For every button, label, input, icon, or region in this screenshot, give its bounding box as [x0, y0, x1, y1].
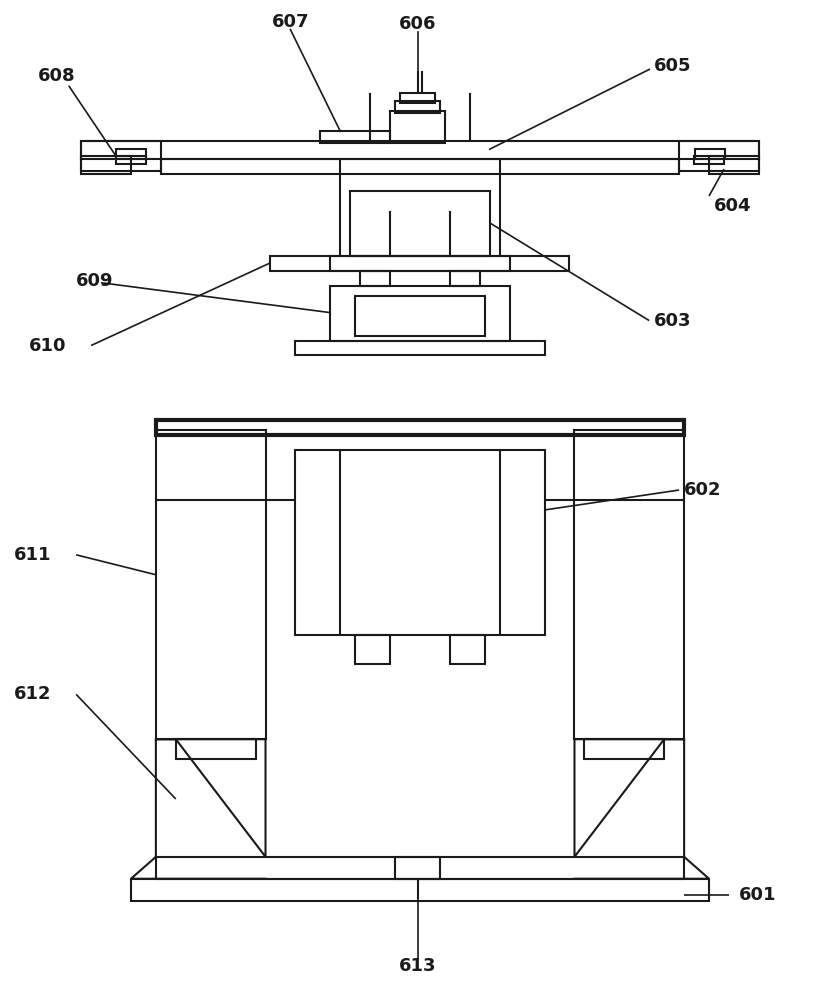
Text: 609: 609 — [76, 272, 114, 290]
Text: 613: 613 — [399, 957, 436, 975]
Bar — [330, 286, 509, 341]
Bar — [270, 256, 568, 271]
Bar — [155, 430, 265, 739]
Bar — [573, 430, 683, 739]
Text: 608: 608 — [38, 67, 75, 85]
Text: 606: 606 — [399, 15, 436, 33]
Bar — [395, 101, 440, 113]
Text: 601: 601 — [738, 886, 776, 904]
Bar — [359, 271, 390, 286]
Bar — [295, 450, 544, 635]
Bar — [320, 131, 390, 143]
Bar — [354, 635, 390, 664]
Bar — [330, 256, 509, 271]
Text: 607: 607 — [272, 13, 308, 31]
Bar — [295, 341, 544, 355]
Text: 611: 611 — [13, 546, 51, 564]
Bar — [678, 141, 758, 171]
Bar — [450, 271, 479, 286]
Bar — [584, 739, 664, 759]
Bar — [81, 156, 130, 174]
Bar — [130, 879, 708, 901]
Bar — [116, 156, 145, 164]
Bar — [354, 296, 484, 336]
Text: 604: 604 — [713, 197, 751, 215]
Bar — [390, 111, 445, 143]
Bar — [81, 141, 758, 159]
Bar — [176, 739, 255, 759]
Bar — [155, 857, 683, 879]
Text: 605: 605 — [654, 57, 691, 75]
Bar — [450, 635, 484, 664]
Bar — [693, 156, 723, 164]
Text: 603: 603 — [654, 312, 691, 330]
Bar — [155, 420, 683, 435]
Bar — [161, 159, 678, 174]
Bar — [400, 93, 435, 103]
Bar — [708, 156, 758, 174]
Text: 602: 602 — [683, 481, 721, 499]
Text: 612: 612 — [13, 685, 51, 703]
Bar — [395, 857, 440, 879]
Text: 610: 610 — [28, 337, 66, 355]
Bar — [81, 141, 161, 171]
Bar — [694, 149, 724, 159]
Bar — [349, 191, 489, 256]
Bar — [116, 149, 145, 159]
